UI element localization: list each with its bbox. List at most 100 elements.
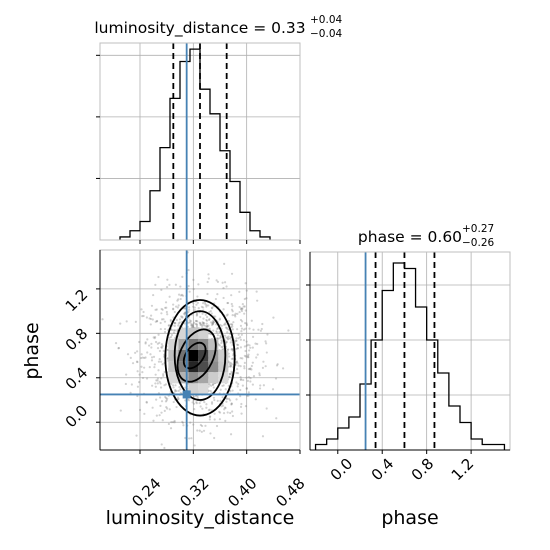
- scatter-point: [201, 325, 204, 328]
- scatter-point: [208, 415, 211, 419]
- scatter-point: [192, 288, 195, 291]
- scatter-point: [211, 322, 215, 326]
- scatter-point: [223, 323, 226, 326]
- y-axis-label: phase: [21, 322, 43, 379]
- scatter-point: [151, 318, 154, 321]
- scatter-point: [148, 366, 151, 369]
- scatter-point: [240, 327, 244, 330]
- scatter-point: [202, 323, 206, 327]
- scatter-point: [243, 361, 246, 365]
- scatter-point: [181, 315, 184, 318]
- scatter-point: [231, 310, 234, 313]
- scatter-point: [245, 289, 248, 292]
- scatter-point: [131, 362, 135, 365]
- scatter-point: [158, 349, 161, 353]
- scatter-point: [245, 387, 248, 390]
- scatter-point: [125, 373, 128, 376]
- scatter-point: [222, 412, 226, 415]
- scatter-point: [228, 375, 231, 379]
- scatter-point: [192, 325, 195, 328]
- scatter-point: [206, 315, 209, 319]
- scatter-point: [192, 305, 195, 308]
- scatter-point: [159, 382, 162, 385]
- scatter-point: [225, 285, 228, 288]
- scatter-point: [205, 325, 209, 328]
- scatter-point: [191, 401, 194, 404]
- scatter-point: [202, 429, 206, 432]
- scatter-point: [174, 388, 177, 392]
- scatter-point: [239, 388, 242, 392]
- scatter-point: [215, 331, 218, 334]
- scatter-point: [145, 377, 149, 380]
- scatter-point: [212, 321, 215, 324]
- scatter-point: [203, 301, 207, 304]
- scatter-point: [195, 314, 198, 317]
- scatter-point: [192, 278, 195, 281]
- scatter-point: [205, 322, 208, 325]
- y-tick-label: 0.4: [62, 364, 92, 394]
- density-cell: [178, 350, 189, 362]
- scatter-point: [158, 380, 161, 383]
- scatter-point: [141, 315, 144, 318]
- scatter-point: [196, 320, 199, 323]
- scatter-point: [151, 384, 154, 387]
- scatter-point: [170, 328, 174, 332]
- scatter-point: [229, 337, 232, 340]
- scatter-point: [248, 368, 252, 371]
- scatter-point: [206, 292, 209, 296]
- scatter-point: [239, 405, 243, 408]
- scatter-point: [271, 388, 275, 391]
- scatter-point: [240, 402, 243, 406]
- scatter-point: [226, 301, 230, 305]
- scatter-point: [225, 326, 228, 329]
- scatter-point: [165, 310, 168, 314]
- x-tick-label: 0.24: [128, 474, 164, 510]
- scatter-point: [190, 324, 193, 327]
- scatter-point: [236, 343, 239, 346]
- scatter-point: [166, 278, 169, 281]
- scatter-point: [221, 345, 224, 348]
- scatter-point: [274, 377, 278, 380]
- scatter-point: [143, 366, 146, 369]
- scatter-point: [206, 280, 209, 284]
- scatter-point: [150, 304, 154, 307]
- scatter-point: [175, 318, 178, 322]
- scatter-point: [235, 337, 238, 340]
- scatter-point: [236, 347, 239, 350]
- scatter-point: [204, 424, 207, 427]
- scatter-point: [192, 302, 195, 305]
- scatter-point: [221, 281, 224, 284]
- scatter-point: [148, 344, 151, 347]
- scatter-point: [235, 367, 239, 371]
- scatter-point: [209, 432, 212, 435]
- scatter-point: [162, 349, 165, 353]
- scatter-point: [154, 382, 157, 385]
- scatter-point: [265, 351, 268, 354]
- scatter-point: [262, 360, 265, 363]
- scatter-point: [180, 293, 184, 296]
- scatter-point: [167, 422, 170, 426]
- scatter-point: [211, 307, 214, 310]
- scatter-point: [235, 339, 238, 342]
- scatter-point: [256, 299, 259, 302]
- scatter-point: [224, 406, 227, 410]
- scatter-point: [210, 401, 214, 404]
- scatter-point: [218, 317, 221, 320]
- scatter-point: [213, 412, 216, 415]
- scatter-point: [220, 346, 223, 349]
- scatter-point: [223, 408, 226, 411]
- scatter-point: [194, 394, 197, 398]
- scatter-point: [221, 396, 224, 399]
- histogram-step: [314, 262, 506, 450]
- scatter-point: [219, 388, 222, 391]
- scatter-point: [157, 275, 160, 279]
- scatter-point: [240, 330, 243, 333]
- scatter-point: [188, 321, 191, 324]
- scatter-point: [157, 360, 161, 363]
- scatter-point: [168, 283, 171, 286]
- scatter-point: [160, 377, 163, 380]
- scatter-point: [230, 323, 233, 326]
- scatter-point: [227, 397, 231, 400]
- scatter-point: [239, 338, 243, 341]
- scatter-point: [245, 386, 248, 390]
